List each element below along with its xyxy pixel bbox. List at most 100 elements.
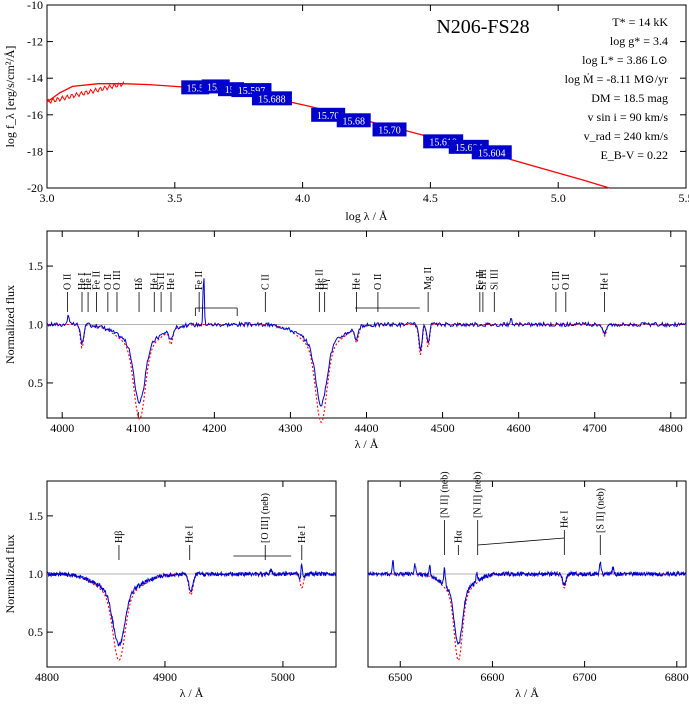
spec-blue-xtick-label: 4200: [202, 421, 226, 435]
photometry-label: 15.68: [342, 116, 365, 127]
photometry-label: 15.688: [258, 94, 286, 105]
photometry-label: 15.597: [238, 86, 266, 97]
photometry-box: [251, 91, 292, 106]
blue-line-label: Fe II: [91, 271, 102, 290]
blue-line-label: Si III: [489, 269, 500, 290]
blue-line-label: O II: [63, 274, 74, 290]
spec-blue-xtick-label: 4500: [431, 421, 455, 435]
spec-blue-xtick-label: 4100: [126, 421, 150, 435]
sed-param: log g* = 3.4: [610, 34, 668, 48]
spec-blue-ytick-label: 1.5: [28, 259, 43, 273]
blue-line-label: O II: [103, 274, 114, 290]
ha-line-label: [N II] (neb): [473, 471, 484, 518]
hb-line-label: He I: [185, 526, 196, 544]
spec-blue-model-line: [47, 323, 686, 423]
photometry-box: [372, 122, 407, 137]
blue-line-label: Hδ: [134, 278, 145, 290]
blue-line-label: O II: [373, 274, 384, 290]
spec-blue-xtick-label: 4000: [50, 421, 74, 435]
blue-line-label: O III: [112, 270, 123, 290]
spec-hb-ytick-label: 0.5: [28, 625, 43, 639]
spec-blue-ytick-label: 1.0: [28, 318, 43, 332]
blue-line-label: He I: [166, 273, 177, 291]
blue-line-label: Hγ: [320, 278, 331, 290]
blue-line-label: He I: [83, 273, 94, 291]
spec-blue-xtick-label: 4700: [583, 421, 607, 435]
spec-hb-ylabel: Normalized flux: [3, 535, 17, 614]
spec-blue-ylabel: Normalized flux: [3, 285, 17, 364]
sed-param: log Ṁ = -8.11 M⊙/yr: [565, 72, 668, 86]
spec-blue-xtick-label: 4800: [659, 421, 683, 435]
spec-hb-xtick-label: 4900: [153, 670, 177, 684]
blue-line-label: Fe II: [194, 271, 205, 290]
sed-title: N206-FS28: [436, 16, 529, 38]
sed-param: T* = 14 kK: [612, 15, 668, 29]
spec-hb-observed-line: [46, 562, 337, 647]
spec-hb-xtick-label: 4800: [35, 670, 59, 684]
photometry-label: 15.604: [478, 148, 506, 159]
sed-param: v sin i = 90 km/s: [588, 110, 669, 124]
photometry-label: 15.70: [317, 111, 340, 122]
spec-ha-xtick-label: 6800: [665, 670, 689, 684]
feii-bracket: [194, 307, 238, 316]
blue-line-label: He I: [600, 273, 611, 291]
spec-hb-model-line: [47, 573, 336, 661]
spec-ha-xtick-label: 6700: [573, 670, 597, 684]
spec-ha-model-line: [368, 573, 686, 662]
photometry-label: 15.70: [378, 125, 401, 136]
sed-xtick-label: 3.0: [40, 191, 55, 205]
spec-blue-ytick-label: 0.5: [28, 376, 43, 390]
blue-line-label: O II: [561, 274, 572, 290]
sed-ylabel: log f_λ [erg/s/cm²/Å]: [3, 46, 17, 148]
ha-line-label: [S II] (neb): [595, 488, 606, 533]
sed-ytick-label: -10: [27, 0, 43, 12]
photometry-box: [311, 107, 346, 122]
photometry-label: 15.: [225, 85, 238, 96]
sed-ytick-label: -14: [27, 71, 43, 85]
sed-xtick-label: 5.5: [679, 191, 689, 205]
sed-frame: [46, 4, 687, 189]
nii-bracket: [477, 537, 565, 546]
ha-line-label: Hα: [453, 530, 464, 543]
spec-blue-xtick-label: 4600: [507, 421, 531, 435]
spec-hb-xtick-label: 5000: [271, 670, 295, 684]
sed-xlabel: log λ / Å: [345, 209, 387, 223]
spec-ha-observed-line: [367, 560, 687, 645]
blue-line-label: Mg II: [423, 267, 434, 290]
sed-xtick-label: 5.0: [551, 191, 566, 205]
photometry-box: [471, 145, 512, 160]
blue-line-label: Si III: [478, 269, 489, 290]
spec-ha-xlabel: λ / Å: [515, 686, 539, 700]
blue-line-label: Si II: [156, 273, 167, 291]
spec-ha-xtick-label: 6600: [480, 670, 504, 684]
ha-line-label: He I: [559, 511, 570, 529]
sed-model-line: [46, 83, 610, 189]
blue-line-label: He I: [352, 273, 363, 291]
sed-model-uv-noise: [46, 81, 125, 104]
photometry-box: [336, 113, 371, 128]
spec-hb-ytick-label: 1.5: [28, 509, 43, 523]
blue-line-label: He II: [314, 269, 325, 290]
sed-param: DM = 18.5 mag: [591, 91, 668, 105]
sed-xtick-label: 4.5: [423, 191, 438, 205]
spec-blue-xtick-label: 4400: [355, 421, 379, 435]
sed-ytick-label: -12: [27, 35, 43, 49]
sed-param: E_B-V = 0.22: [600, 148, 668, 162]
photometry-label: 15.7: [207, 82, 225, 93]
sed-ytick-label: -18: [27, 144, 43, 158]
hb-line-label: [O III] (neb): [260, 493, 271, 543]
spec-hb-ytick-label: 1.0: [28, 567, 43, 581]
spec-blue-xtick-label: 4300: [278, 421, 302, 435]
sed-ytick-label: -20: [27, 181, 43, 195]
blue-line-label: He I: [77, 273, 88, 291]
photometry-label: 15.604: [455, 143, 483, 154]
blue-line-label: C III: [551, 271, 562, 290]
ha-line-label: [N II] (neb): [440, 471, 451, 518]
sed-param: log L* = 3.86 L⊙: [582, 53, 668, 67]
blue-line-label: C II: [260, 274, 271, 290]
blue-line-label: He I: [149, 273, 160, 291]
spec-hb-xlabel: λ / Å: [180, 686, 204, 700]
spec-blue-xlabel: λ / Å: [355, 437, 379, 451]
spec-ha-xtick-label: 6500: [388, 670, 412, 684]
blue-line-label: Fe II: [475, 271, 486, 290]
